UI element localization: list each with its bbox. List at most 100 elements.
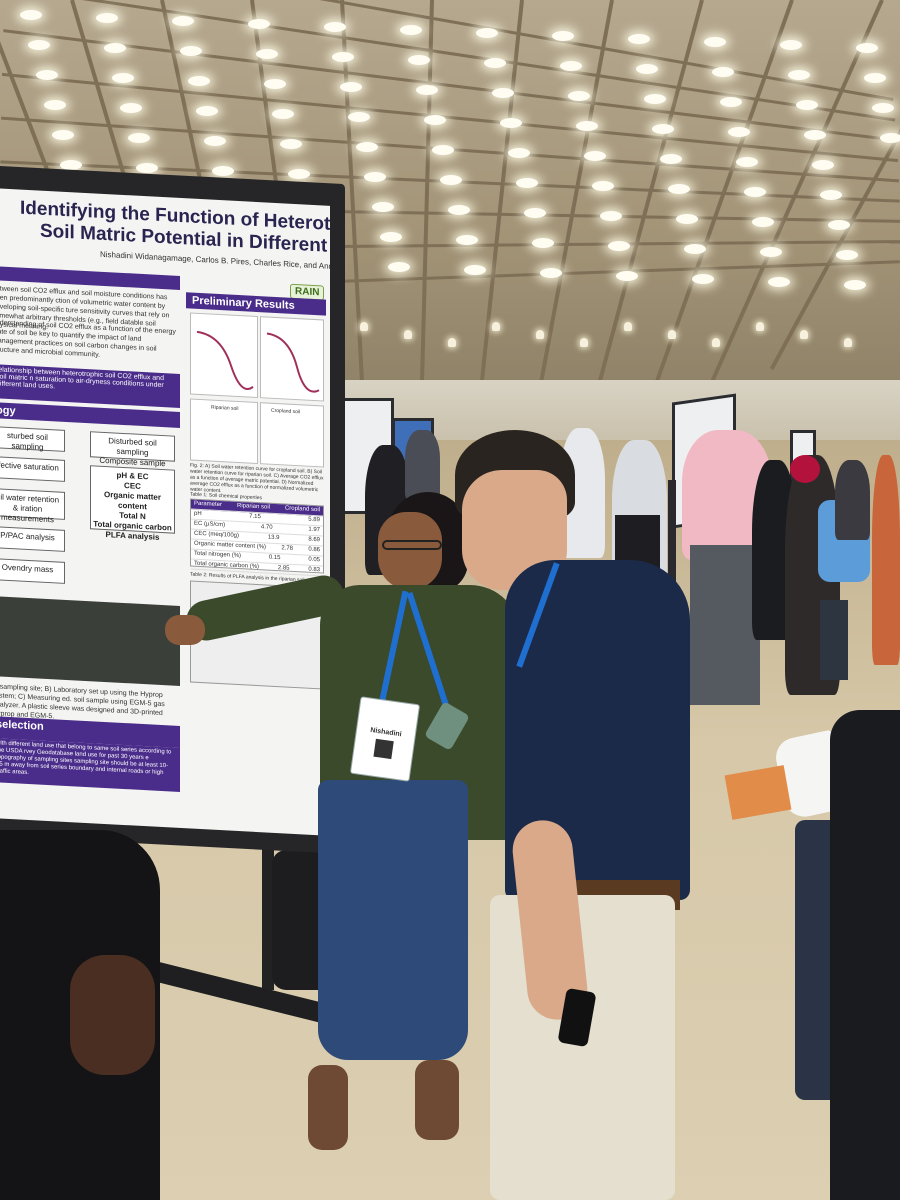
ceiling-light	[540, 268, 562, 278]
attendee	[405, 430, 440, 500]
ceiling-light	[820, 190, 842, 200]
ceiling-light	[788, 70, 810, 80]
ceiling-light	[592, 181, 614, 191]
ceiling-light	[248, 19, 270, 29]
ceiling-light	[608, 241, 630, 251]
turban	[790, 455, 820, 483]
ceiling-light	[372, 202, 394, 212]
table-cell: 8.69	[308, 536, 320, 544]
pendant-light	[536, 330, 544, 339]
method-box-3: oil water retention & iration measuremen…	[0, 488, 65, 524]
objective-band: relationship between heterotrophic soil …	[0, 364, 180, 408]
attendee	[872, 455, 900, 665]
method-box-4: P/PAC analysis	[0, 526, 65, 552]
ceiling-light	[288, 169, 310, 179]
ceiling-light	[324, 22, 346, 32]
pendant-light	[580, 338, 588, 347]
selection-text: with different land use that belong to s…	[0, 738, 180, 792]
ceiling-light	[400, 25, 422, 35]
pendant-light	[624, 322, 632, 331]
badge-name: Nishadini	[369, 726, 402, 739]
ceiling-light	[500, 118, 522, 128]
ceiling-light	[448, 205, 470, 215]
foreground-person-right	[830, 710, 900, 1200]
ceiling-light	[20, 10, 42, 20]
rolling-suitcase	[820, 600, 848, 680]
ceiling-light	[28, 40, 50, 50]
ceiling-light	[752, 217, 774, 227]
ceiling-light	[416, 85, 438, 95]
table-cell: 2.78	[281, 545, 294, 552]
ceiling-light	[136, 163, 158, 173]
ceiling-light	[804, 130, 826, 140]
ceiling-light	[264, 79, 286, 89]
presenter-jeans	[318, 780, 468, 1060]
table-header: Parameter	[194, 500, 223, 509]
research-poster: Identifying the Function of Heterotrophi…	[0, 188, 330, 836]
ceiling-light	[576, 121, 598, 131]
ceiling-light	[684, 244, 706, 254]
ceiling-light	[52, 130, 74, 140]
poster-stand-post	[262, 820, 274, 990]
ceiling-light	[364, 172, 386, 182]
ceiling-light	[36, 70, 58, 80]
ceiling-light	[760, 247, 782, 257]
ceiling-light	[584, 151, 606, 161]
pendant-light	[712, 338, 720, 347]
ceiling-beam	[769, 0, 900, 371]
ceiling-beam	[533, 0, 614, 390]
ceiling-light	[532, 238, 554, 248]
ceiling-light	[272, 109, 294, 119]
ceiling-light	[188, 76, 210, 86]
legend-riparian: Riparian soil	[211, 404, 239, 413]
ceiling-light	[736, 157, 758, 167]
retention-curve-b	[266, 332, 320, 393]
ceiling-light	[880, 133, 900, 143]
qr-code	[373, 738, 394, 760]
ceiling-light	[600, 211, 622, 221]
pendant-light	[668, 330, 676, 339]
ceiling-light	[812, 160, 834, 170]
ceiling-light	[652, 124, 674, 134]
ceiling-light	[560, 61, 582, 71]
ceiling-light	[332, 52, 354, 62]
ceiling-light	[508, 148, 530, 158]
ceiling-light	[484, 58, 506, 68]
table-cell: 13.9	[267, 534, 280, 542]
ceiling-light	[356, 142, 378, 152]
table-cell: 4.70	[260, 524, 273, 531]
ceiling-light	[728, 127, 750, 137]
presenter-name-badge: Nishadini	[349, 696, 421, 782]
ceiling-light	[112, 73, 134, 83]
soil-properties-table: Parameter Riparian soil Cropland soil pH…	[190, 498, 324, 577]
table-cell: 0.86	[308, 546, 320, 554]
ceiling-light	[720, 97, 742, 107]
ceiling-light	[856, 43, 878, 53]
ceiling-light	[96, 13, 118, 23]
table-cell: EC (µS/cm)	[194, 520, 226, 529]
chart-normalized-efflux: Cropland soil	[260, 402, 324, 468]
chart-co2-efflux: Riparian soil	[190, 398, 258, 465]
ceiling-light	[668, 184, 690, 194]
ceiling-light	[280, 139, 302, 149]
ceiling-light	[844, 280, 866, 290]
chart-retention-riparian	[260, 316, 324, 402]
ceiling-light	[644, 94, 666, 104]
attendee-trousers	[690, 545, 760, 705]
ceiling-light	[552, 31, 574, 41]
ceiling-light	[660, 154, 682, 164]
ceiling-light	[456, 235, 478, 245]
ceiling-light	[796, 100, 818, 110]
ceiling-light	[424, 115, 446, 125]
ceiling-light	[828, 220, 850, 230]
table-header: Riparian soil	[236, 502, 270, 511]
retention-curve-a	[196, 330, 254, 390]
pendant-light	[844, 338, 852, 347]
method-box-right-1: Disturbed soil sampling Composite sample…	[90, 431, 175, 478]
ceiling-light	[440, 175, 462, 185]
table-cell: 0.15	[268, 554, 281, 562]
ceiling-light	[704, 37, 726, 47]
ceiling-light	[380, 232, 402, 242]
ceiling-light	[256, 49, 278, 59]
ceiling-light	[388, 262, 410, 272]
